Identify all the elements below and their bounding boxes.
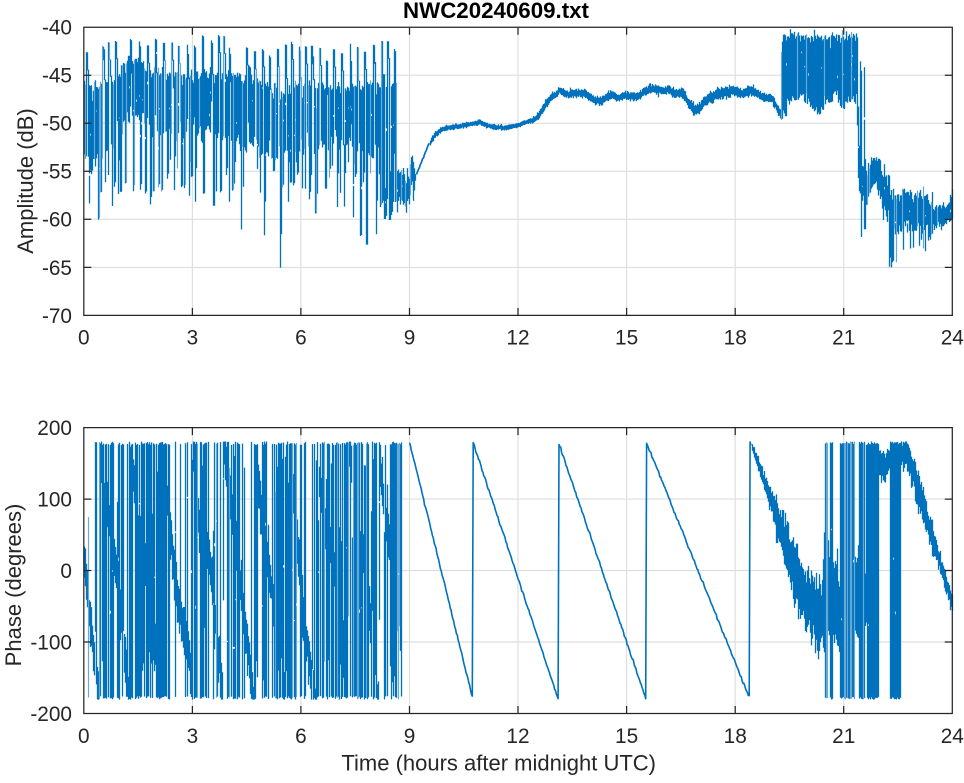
- svg-text:15: 15: [615, 725, 638, 748]
- svg-text:15: 15: [615, 326, 638, 349]
- svg-text:-65: -65: [42, 257, 72, 280]
- svg-text:24: 24: [941, 326, 964, 349]
- svg-text:0: 0: [78, 725, 90, 748]
- svg-text:6: 6: [295, 326, 307, 349]
- svg-text:-40: -40: [42, 17, 72, 40]
- svg-text:12: 12: [506, 725, 529, 748]
- svg-text:-60: -60: [42, 209, 72, 232]
- svg-text:-70: -70: [42, 305, 72, 328]
- svg-text:-100: -100: [30, 631, 72, 654]
- svg-text:9: 9: [404, 326, 416, 349]
- svg-text:18: 18: [724, 725, 747, 748]
- svg-text:Amplitude (dB): Amplitude (dB): [13, 108, 38, 254]
- svg-text:-45: -45: [42, 65, 72, 88]
- svg-text:3: 3: [187, 725, 199, 748]
- svg-text:-50: -50: [42, 113, 72, 136]
- svg-text:100: 100: [37, 489, 72, 512]
- svg-text:18: 18: [724, 326, 747, 349]
- svg-text:21: 21: [832, 326, 855, 349]
- svg-text:0: 0: [60, 560, 72, 583]
- svg-text:NWC20240609.txt: NWC20240609.txt: [403, 0, 589, 23]
- svg-text:9: 9: [404, 725, 416, 748]
- svg-text:-200: -200: [30, 703, 72, 726]
- svg-text:24: 24: [941, 725, 964, 748]
- svg-text:200: 200: [37, 417, 72, 440]
- svg-text:-55: -55: [42, 161, 72, 184]
- svg-text:0: 0: [78, 326, 90, 349]
- svg-text:12: 12: [506, 326, 529, 349]
- svg-text:21: 21: [832, 725, 855, 748]
- svg-text:3: 3: [187, 326, 199, 349]
- svg-text:6: 6: [295, 725, 307, 748]
- svg-text:Phase (degrees): Phase (degrees): [1, 504, 26, 667]
- svg-text:Time (hours after midnight UTC: Time (hours after midnight UTC): [341, 751, 656, 776]
